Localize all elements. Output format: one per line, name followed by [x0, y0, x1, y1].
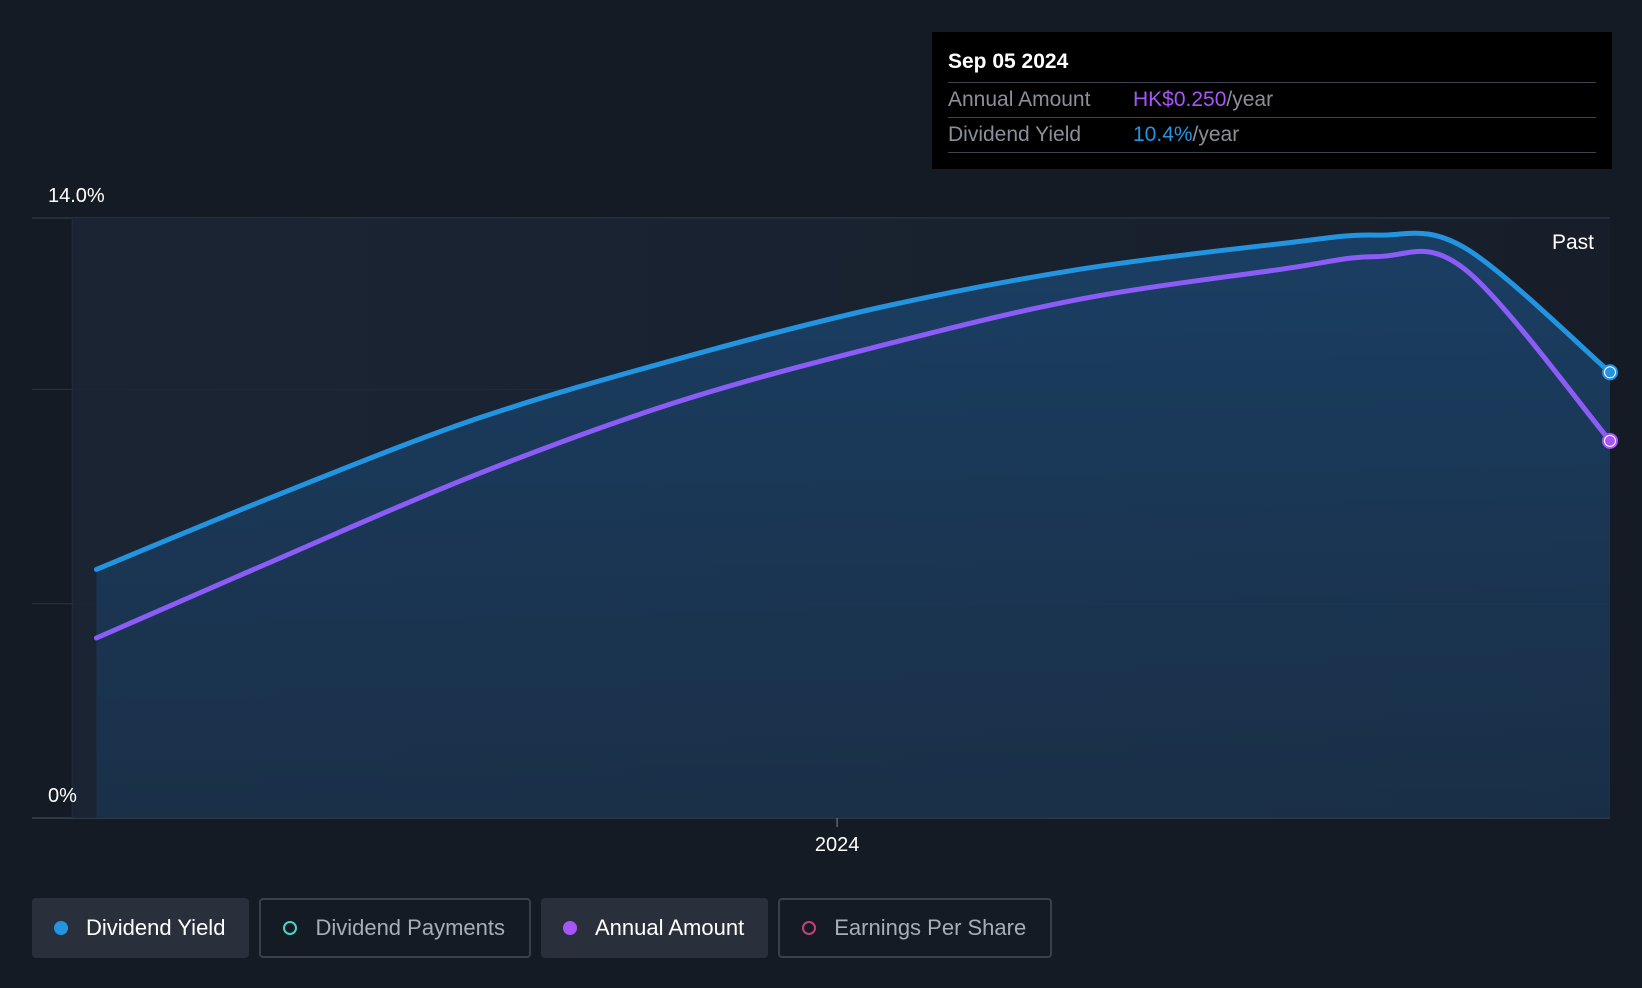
- legend-label: Dividend Payments: [315, 915, 505, 940]
- legend-dot-icon: [562, 921, 577, 935]
- legend-ring-icon: [802, 921, 817, 935]
- annual-amount-end-marker-core: [1605, 435, 1615, 446]
- tooltip-yield-value: 10.4%: [1133, 123, 1193, 146]
- past-label: Past: [1552, 231, 1594, 254]
- legend-label: Dividend Yield: [86, 915, 226, 940]
- dividend-yield-line: [93, 230, 1613, 572]
- legend-annual-amount[interactable]: Annual Amount: [540, 898, 769, 958]
- chart-legend: Dividend Yield Dividend Payments Annual …: [32, 898, 1053, 958]
- series-markers: [1602, 364, 1618, 449]
- legend-dividend-payments[interactable]: Dividend Payments: [259, 898, 531, 958]
- tooltip-date: Sep 05 2024: [948, 32, 1596, 83]
- legend-dividend-yield[interactable]: Dividend Yield: [32, 898, 250, 958]
- y-tick-label-max: 14.0%: [48, 185, 105, 207]
- dividend-yield-end-marker-core: [1605, 367, 1615, 378]
- chart-area: [71, 218, 1610, 818]
- tooltip-unit: /year: [1226, 88, 1274, 111]
- x-tick-label: 2024: [815, 834, 860, 856]
- tooltip-row-dividend-yield: Dividend Yield 10.4% /year: [948, 118, 1596, 153]
- tooltip-label: Dividend Yield: [948, 123, 1082, 146]
- legend-label: Annual Amount: [594, 915, 745, 940]
- legend-dot-icon: [54, 921, 68, 935]
- annual-amount-line: [93, 248, 1613, 641]
- tooltip-label: Annual Amount: [948, 88, 1091, 111]
- series-lines: [93, 230, 1613, 641]
- tooltip-row-annual-amount: Annual Amount HK$0.250 /year: [948, 83, 1596, 118]
- legend-earnings-per-share[interactable]: Earnings Per Share: [778, 898, 1053, 958]
- tooltip-unit: /year: [1192, 123, 1240, 146]
- tooltip-annual-value: HK$0.250: [1133, 88, 1227, 111]
- axis-labels: 14.0% 0% 2024 Past: [48, 185, 1594, 856]
- chart-tooltip: Sep 05 2024 Annual Amount HK$0.250 /year…: [932, 32, 1612, 169]
- legend-label: Earnings Per Share: [834, 915, 1027, 940]
- dividend-yield-area: [96, 233, 1610, 818]
- legend-ring-icon: [283, 921, 298, 935]
- y-tick-label-min: 0%: [48, 785, 77, 807]
